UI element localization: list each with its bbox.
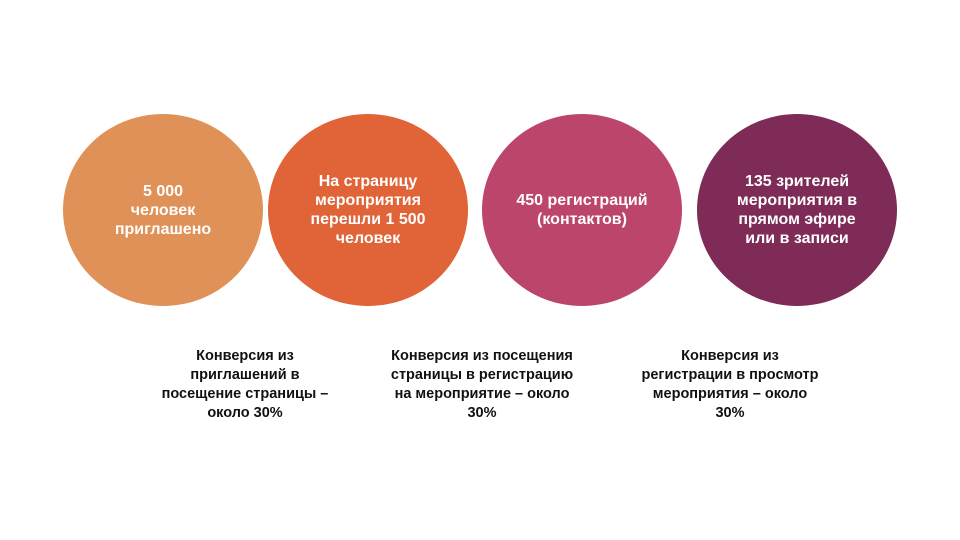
stage-circle-viewers: 135 зрителей мероприятия в прямом эфире … bbox=[697, 114, 897, 306]
conversion-note-visit-to-registration: Конверсия из посещения страницы в регист… bbox=[390, 348, 574, 421]
stage-circle-invited: 5 000 человек приглашено bbox=[63, 114, 263, 306]
stage-circle-registrations: 450 регистраций (контактов) bbox=[482, 114, 682, 306]
stage-circle-page-visits: На страницу мероприятия перешли 1 500 че… bbox=[268, 114, 468, 306]
conversion-note-invite-to-visit: Конверсия из приглашений в посещение стр… bbox=[161, 348, 329, 421]
conversion-note-registration-to-view: Конверсия из регистрации в просмотр меро… bbox=[641, 348, 819, 421]
